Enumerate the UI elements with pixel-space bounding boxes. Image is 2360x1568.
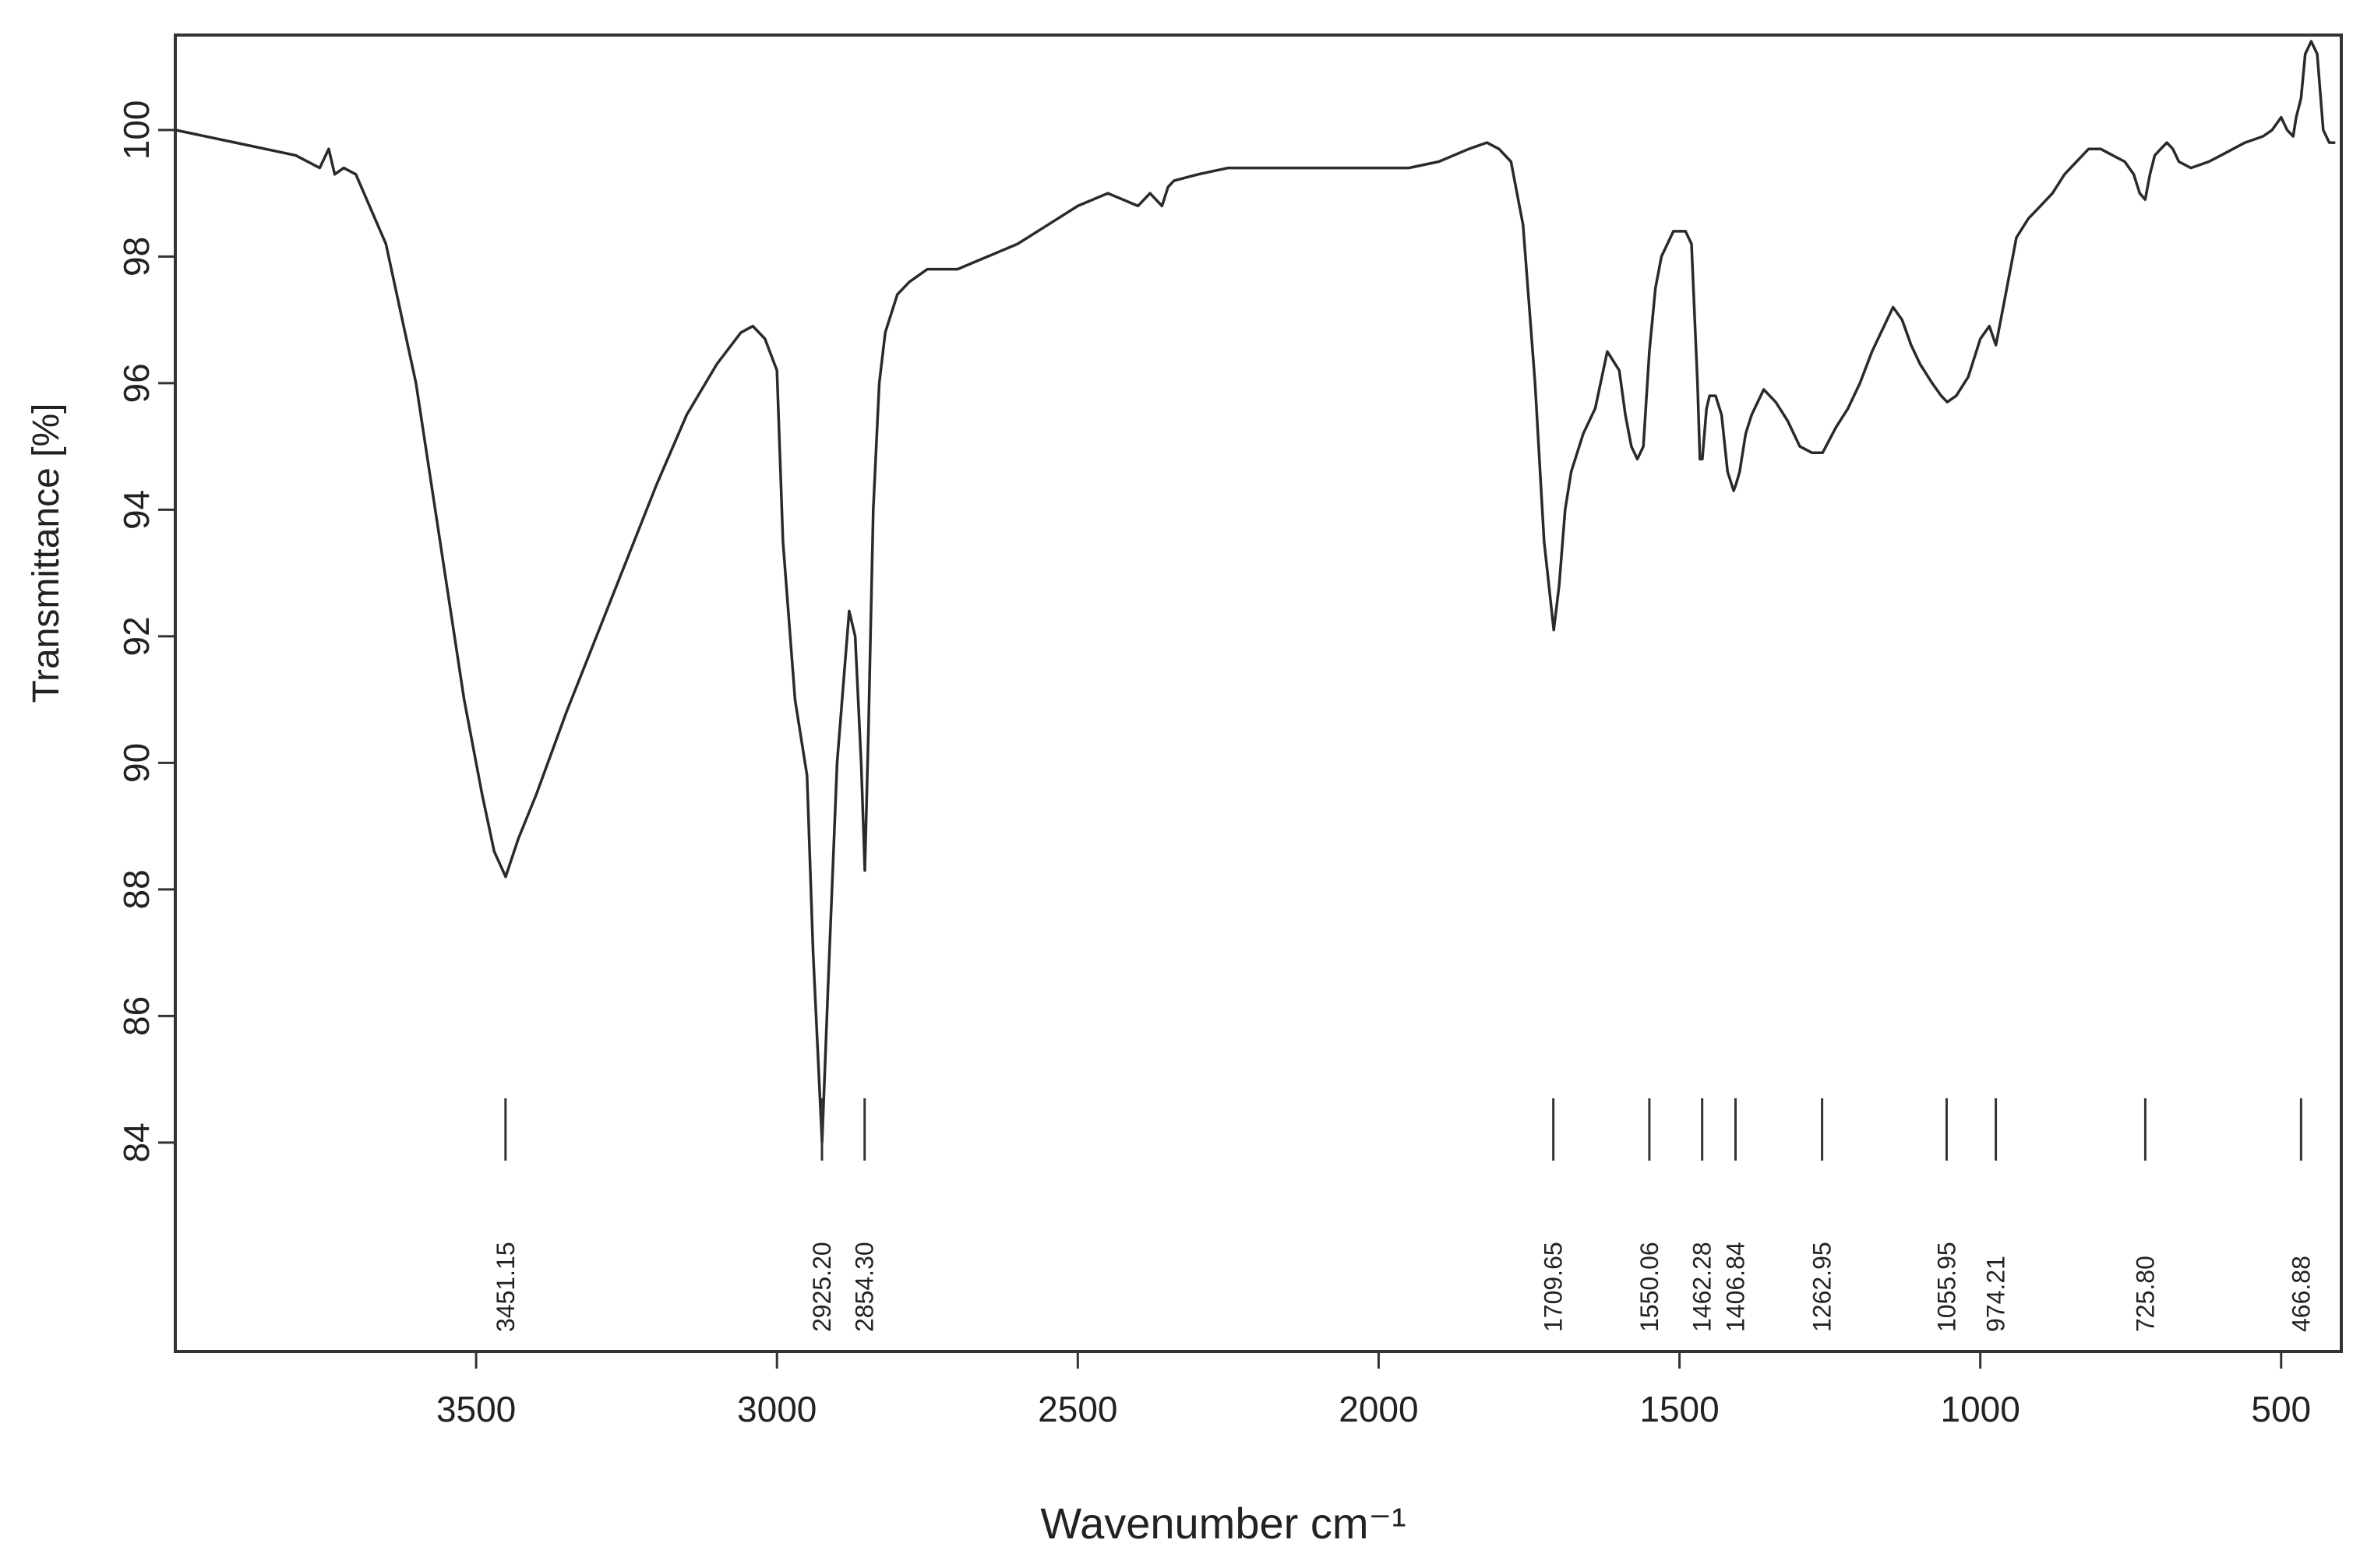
y-tick-label: 100 <box>116 100 157 160</box>
x-axis: 3500 3000 2500 2000 1500 1000 500 <box>436 1351 2311 1429</box>
y-tick-label: 84 <box>116 1122 157 1162</box>
y-tick-label: 92 <box>116 616 157 656</box>
spectrum-line <box>175 40 2336 1144</box>
x-tick-label: 2500 <box>1038 1389 1117 1429</box>
peak-marker-label: 1709.65 <box>1540 1242 1568 1332</box>
y-tick-label: 98 <box>116 237 157 277</box>
y-axis-title: Transmittance [%] <box>26 403 67 703</box>
x-tick-label: 500 <box>2251 1389 2311 1429</box>
y-tick-label: 94 <box>116 490 157 530</box>
x-tick-label: 3000 <box>737 1389 817 1429</box>
x-tick-label: 2000 <box>1339 1389 1418 1429</box>
peak-marker-label: 1262.95 <box>1808 1242 1836 1332</box>
peak-marker-label: 1462.28 <box>1688 1242 1716 1332</box>
peak-marker-label: 466.88 <box>2287 1256 2315 1332</box>
x-tick-label: 1500 <box>1639 1389 1719 1429</box>
x-tick-label: 3500 <box>436 1389 516 1429</box>
peak-markers: 3451.15 2925.20 2854.30 1709.65 1550.06 1462.… <box>492 1098 2315 1332</box>
plot-frame <box>174 33 2343 1353</box>
peak-marker-label: 2854.30 <box>851 1242 879 1332</box>
x-axis-title: Wavenumber cm⁻¹ <box>1040 1499 1406 1548</box>
peak-marker-label: 3451.15 <box>492 1242 520 1332</box>
peak-marker-label: 1406.84 <box>1721 1242 1749 1332</box>
peak-marker-label: 1055.95 <box>1932 1242 1960 1332</box>
y-tick-label: 96 <box>116 363 157 403</box>
peak-marker-label: 1550.06 <box>1635 1242 1663 1332</box>
peak-marker-label: 2925.20 <box>808 1242 836 1332</box>
peak-marker-label: 725.80 <box>2131 1256 2159 1332</box>
y-tick-label: 90 <box>116 743 157 783</box>
y-axis: 84 86 88 90 92 94 96 98 100 <box>116 100 175 1162</box>
y-tick-label: 88 <box>116 869 157 909</box>
peak-marker-label: 974.21 <box>1982 1256 2010 1332</box>
y-tick-label: 86 <box>116 996 157 1036</box>
x-tick-label: 1000 <box>1940 1389 2020 1429</box>
